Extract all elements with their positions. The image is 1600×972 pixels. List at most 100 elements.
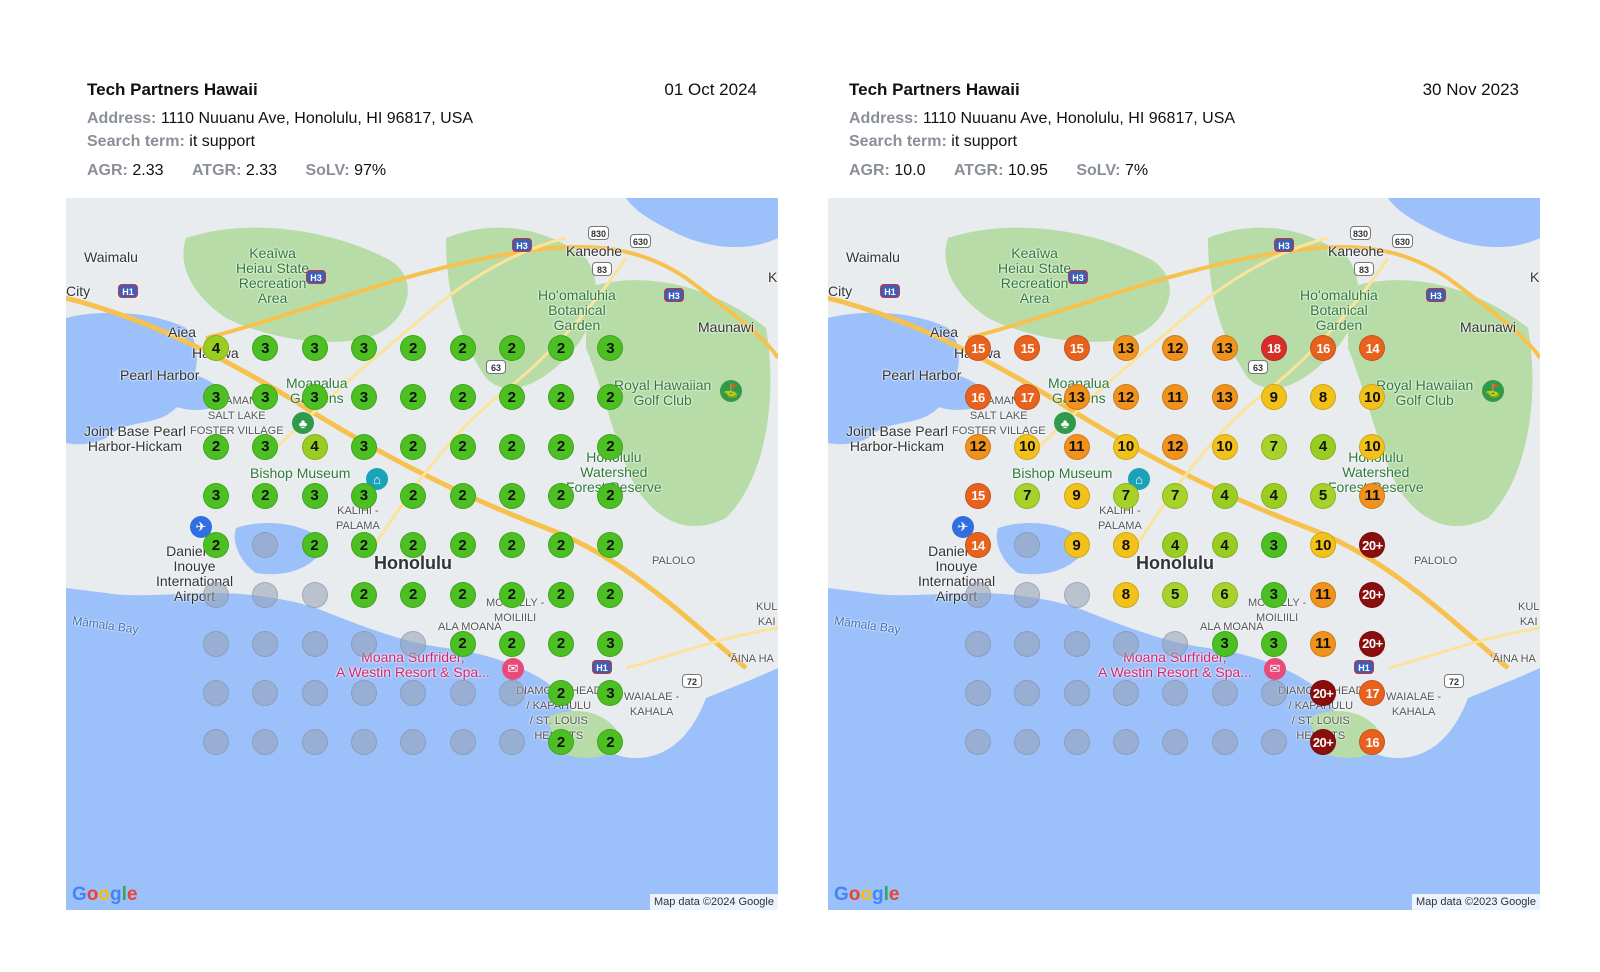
rank-pin[interactable]: 2 bbox=[350, 581, 377, 608]
rank-pin-empty[interactable] bbox=[965, 630, 991, 657]
rank-pin[interactable]: 4 bbox=[1310, 433, 1337, 460]
rank-pin[interactable]: 8 bbox=[1112, 532, 1139, 559]
rank-pin-empty[interactable] bbox=[203, 630, 229, 657]
rank-pin[interactable]: 15 bbox=[965, 335, 991, 361]
rank-pin-empty[interactable] bbox=[1014, 581, 1041, 608]
rank-pin[interactable]: 2 bbox=[597, 581, 624, 608]
rank-pin-empty[interactable] bbox=[252, 630, 279, 657]
rank-pin[interactable]: 20+ bbox=[1359, 581, 1386, 608]
rank-pin[interactable]: 4 bbox=[1260, 482, 1287, 509]
rank-pin[interactable]: 7 bbox=[1162, 482, 1189, 509]
rank-pin[interactable]: 15 bbox=[965, 482, 991, 509]
rank-pin[interactable]: 3 bbox=[301, 384, 328, 411]
rank-pin[interactable]: 2 bbox=[400, 581, 427, 608]
rank-pin[interactable]: 16 bbox=[1359, 729, 1386, 756]
rank-pin[interactable]: 7 bbox=[1014, 482, 1041, 509]
rank-pin[interactable]: 12 bbox=[965, 433, 991, 460]
rank-pin[interactable]: 2 bbox=[548, 482, 575, 509]
rank-pin[interactable]: 20+ bbox=[1310, 729, 1337, 756]
rank-pin[interactable]: 4 bbox=[301, 433, 328, 460]
rank-pin[interactable]: 2 bbox=[548, 630, 575, 657]
rank-pin[interactable]: 13 bbox=[1112, 335, 1139, 361]
rank-pin-empty[interactable] bbox=[350, 630, 377, 657]
rank-pin-empty[interactable] bbox=[301, 729, 328, 756]
rank-pin[interactable]: 2 bbox=[498, 482, 525, 509]
rank-pin-empty[interactable] bbox=[1014, 630, 1041, 657]
rank-pin-empty[interactable] bbox=[1112, 630, 1139, 657]
rank-pin[interactable]: 2 bbox=[252, 482, 279, 509]
rank-pin[interactable]: 2 bbox=[449, 384, 476, 411]
rank-pin[interactable]: 15 bbox=[1014, 335, 1041, 361]
rank-pin[interactable]: 2 bbox=[597, 729, 624, 756]
rank-pin-empty[interactable] bbox=[301, 581, 328, 608]
rank-pin-empty[interactable] bbox=[252, 729, 279, 756]
rank-pin[interactable]: 8 bbox=[1310, 384, 1337, 411]
rank-pin-empty[interactable] bbox=[203, 729, 229, 756]
rank-pin[interactable]: 2 bbox=[548, 729, 575, 756]
rank-pin[interactable]: 10 bbox=[1359, 384, 1386, 411]
rank-pin-empty[interactable] bbox=[1112, 729, 1139, 756]
rank-pin[interactable]: 3 bbox=[597, 630, 624, 657]
rank-pin[interactable]: 2 bbox=[597, 532, 624, 559]
rank-pin-empty[interactable] bbox=[301, 680, 328, 707]
rank-pin[interactable]: 14 bbox=[1359, 335, 1386, 361]
rank-pin-empty[interactable] bbox=[1014, 532, 1041, 559]
rank-pin[interactable]: 2 bbox=[498, 384, 525, 411]
rank-pin[interactable]: 3 bbox=[252, 433, 279, 460]
rank-pin[interactable]: 2 bbox=[400, 532, 427, 559]
rank-pin[interactable]: 2 bbox=[449, 433, 476, 460]
rank-pin[interactable]: 15 bbox=[1063, 335, 1090, 361]
rank-pin[interactable]: 3 bbox=[1260, 532, 1287, 559]
rank-pin[interactable]: 2 bbox=[498, 335, 525, 361]
rank-pin[interactable]: 4 bbox=[203, 335, 229, 361]
rank-pin[interactable]: 20+ bbox=[1359, 532, 1386, 559]
rank-pin[interactable]: 2 bbox=[301, 532, 328, 559]
rank-pin-empty[interactable] bbox=[965, 729, 991, 756]
rank-pin[interactable]: 2 bbox=[548, 581, 575, 608]
rank-pin[interactable]: 11 bbox=[1359, 482, 1386, 509]
rank-pin[interactable]: 11 bbox=[1310, 630, 1337, 657]
rank-pin[interactable]: 12 bbox=[1112, 384, 1139, 411]
rank-pin[interactable]: 13 bbox=[1211, 335, 1238, 361]
rank-pin[interactable]: 2 bbox=[203, 433, 229, 460]
rank-pin[interactable]: 10 bbox=[1014, 433, 1041, 460]
rank-pin[interactable]: 3 bbox=[597, 335, 624, 361]
rank-pin[interactable]: 2 bbox=[548, 433, 575, 460]
rank-pin[interactable]: 4 bbox=[1211, 482, 1238, 509]
rank-pin-empty[interactable] bbox=[301, 630, 328, 657]
rank-pin-empty[interactable] bbox=[400, 729, 427, 756]
rank-pin[interactable]: 11 bbox=[1162, 384, 1189, 411]
rank-pin-empty[interactable] bbox=[252, 532, 279, 559]
rank-pin[interactable]: 2 bbox=[400, 384, 427, 411]
rank-pin[interactable]: 10 bbox=[1112, 433, 1139, 460]
rank-pin[interactable]: 17 bbox=[1014, 384, 1041, 411]
rank-pin[interactable]: 4 bbox=[1162, 532, 1189, 559]
rank-pin-empty[interactable] bbox=[965, 680, 991, 707]
rank-pin[interactable]: 10 bbox=[1359, 433, 1386, 460]
rank-pin[interactable]: 2 bbox=[498, 581, 525, 608]
rank-pin[interactable]: 3 bbox=[252, 335, 279, 361]
rank-pin-empty[interactable] bbox=[1162, 630, 1189, 657]
rank-pin[interactable]: 7 bbox=[1112, 482, 1139, 509]
rank-grid-map[interactable]: Waimalu Keaīwa Heiau State Recreation Are… bbox=[66, 198, 778, 910]
rank-pin[interactable]: 8 bbox=[1112, 581, 1139, 608]
rank-pin[interactable]: 2 bbox=[449, 482, 476, 509]
rank-pin[interactable]: 2 bbox=[498, 630, 525, 657]
rank-pin[interactable]: 10 bbox=[1310, 532, 1337, 559]
rank-pin[interactable]: 3 bbox=[203, 384, 229, 411]
rank-pin[interactable]: 2 bbox=[548, 532, 575, 559]
rank-pin[interactable]: 2 bbox=[597, 482, 624, 509]
rank-pin[interactable]: 2 bbox=[597, 384, 624, 411]
rank-pin[interactable]: 14 bbox=[965, 532, 991, 559]
rank-pin[interactable]: 2 bbox=[548, 680, 575, 707]
rank-pin-empty[interactable] bbox=[1260, 729, 1287, 756]
rank-pin[interactable]: 3 bbox=[301, 335, 328, 361]
rank-pin[interactable]: 4 bbox=[1211, 532, 1238, 559]
rank-pin[interactable]: 3 bbox=[1260, 630, 1287, 657]
rank-pin-empty[interactable] bbox=[400, 630, 427, 657]
rank-pin[interactable]: 11 bbox=[1310, 581, 1337, 608]
rank-pin[interactable]: 10 bbox=[1211, 433, 1238, 460]
rank-pin[interactable]: 3 bbox=[301, 482, 328, 509]
rank-pin[interactable]: 2 bbox=[400, 433, 427, 460]
rank-pin-empty[interactable] bbox=[1162, 680, 1189, 707]
